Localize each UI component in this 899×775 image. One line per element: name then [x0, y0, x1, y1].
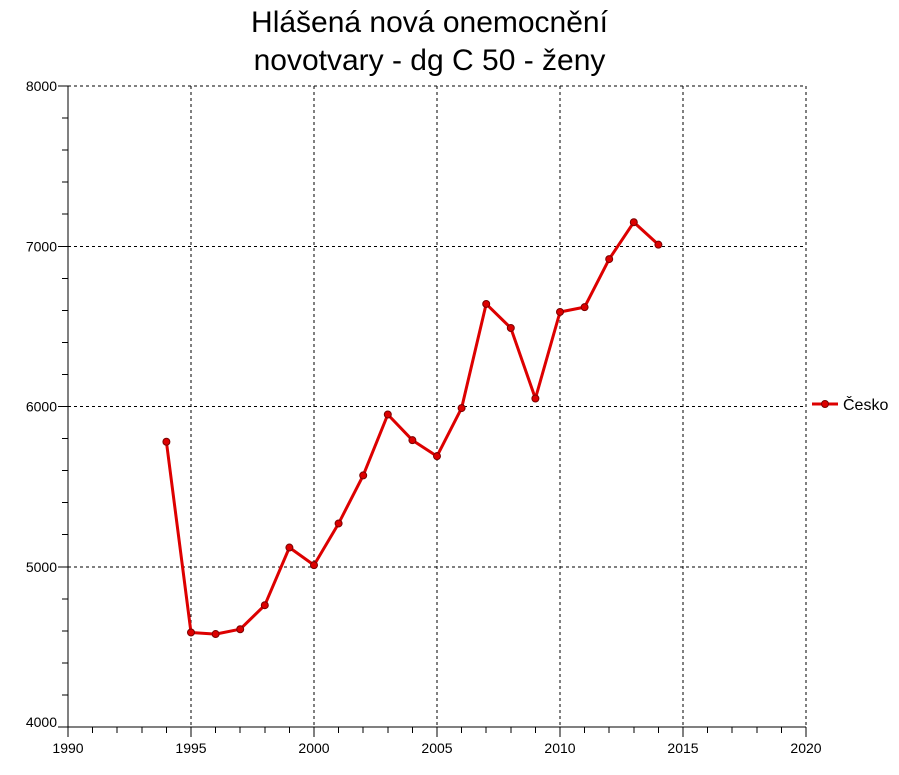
data-point	[629, 218, 638, 227]
x-tick-label: 2010	[544, 740, 575, 756]
x-tick-label: 2020	[790, 740, 821, 756]
data-point	[236, 625, 245, 634]
x-tick-label: 2000	[298, 740, 329, 756]
series-layer	[162, 218, 663, 639]
y-tick-label: 4000	[26, 714, 57, 730]
data-point	[310, 561, 318, 570]
data-point	[408, 436, 417, 445]
axes: 1990 1995 2000 2005 2010 2015 2020 4000 5000 6000…	[26, 78, 822, 756]
chart-title: Hlášená nová onemocnění novotvary - dg C…	[0, 4, 859, 80]
data-point	[580, 303, 589, 312]
data-point	[285, 543, 294, 552]
legend-label: Česko	[843, 395, 888, 414]
y-tick-label: 5000	[26, 559, 57, 575]
x-tick-label: 2015	[667, 740, 698, 756]
y-tick-label: 7000	[26, 238, 57, 254]
y-tick-label: 8000	[26, 78, 57, 94]
x-tick-label: 1990	[52, 740, 83, 756]
x-tick-label: 2005	[421, 740, 452, 756]
data-point	[162, 437, 171, 446]
data-point	[433, 452, 441, 461]
chart-title-line-2: novotvary - dg C 50 - ženy	[253, 44, 606, 77]
x-tick-label: 1995	[175, 740, 206, 756]
data-point	[654, 240, 663, 249]
grid	[68, 85, 807, 727]
data-point	[506, 323, 515, 332]
data-point	[359, 471, 368, 480]
data-point	[556, 307, 564, 316]
data-point	[260, 601, 269, 610]
y-tick-label: 6000	[26, 399, 57, 415]
data-point	[457, 404, 466, 413]
data-point	[482, 299, 491, 308]
data-point	[187, 628, 195, 637]
data-point	[334, 519, 343, 528]
chart-title-line-1: Hlášená nová onemocnění	[251, 6, 608, 39]
data-point	[531, 394, 540, 403]
data-point	[605, 255, 614, 264]
data-point	[383, 410, 392, 419]
legend: Česko	[812, 395, 888, 414]
series-line-Česko	[164, 220, 660, 636]
legend-marker	[821, 400, 829, 408]
data-point	[211, 630, 220, 639]
